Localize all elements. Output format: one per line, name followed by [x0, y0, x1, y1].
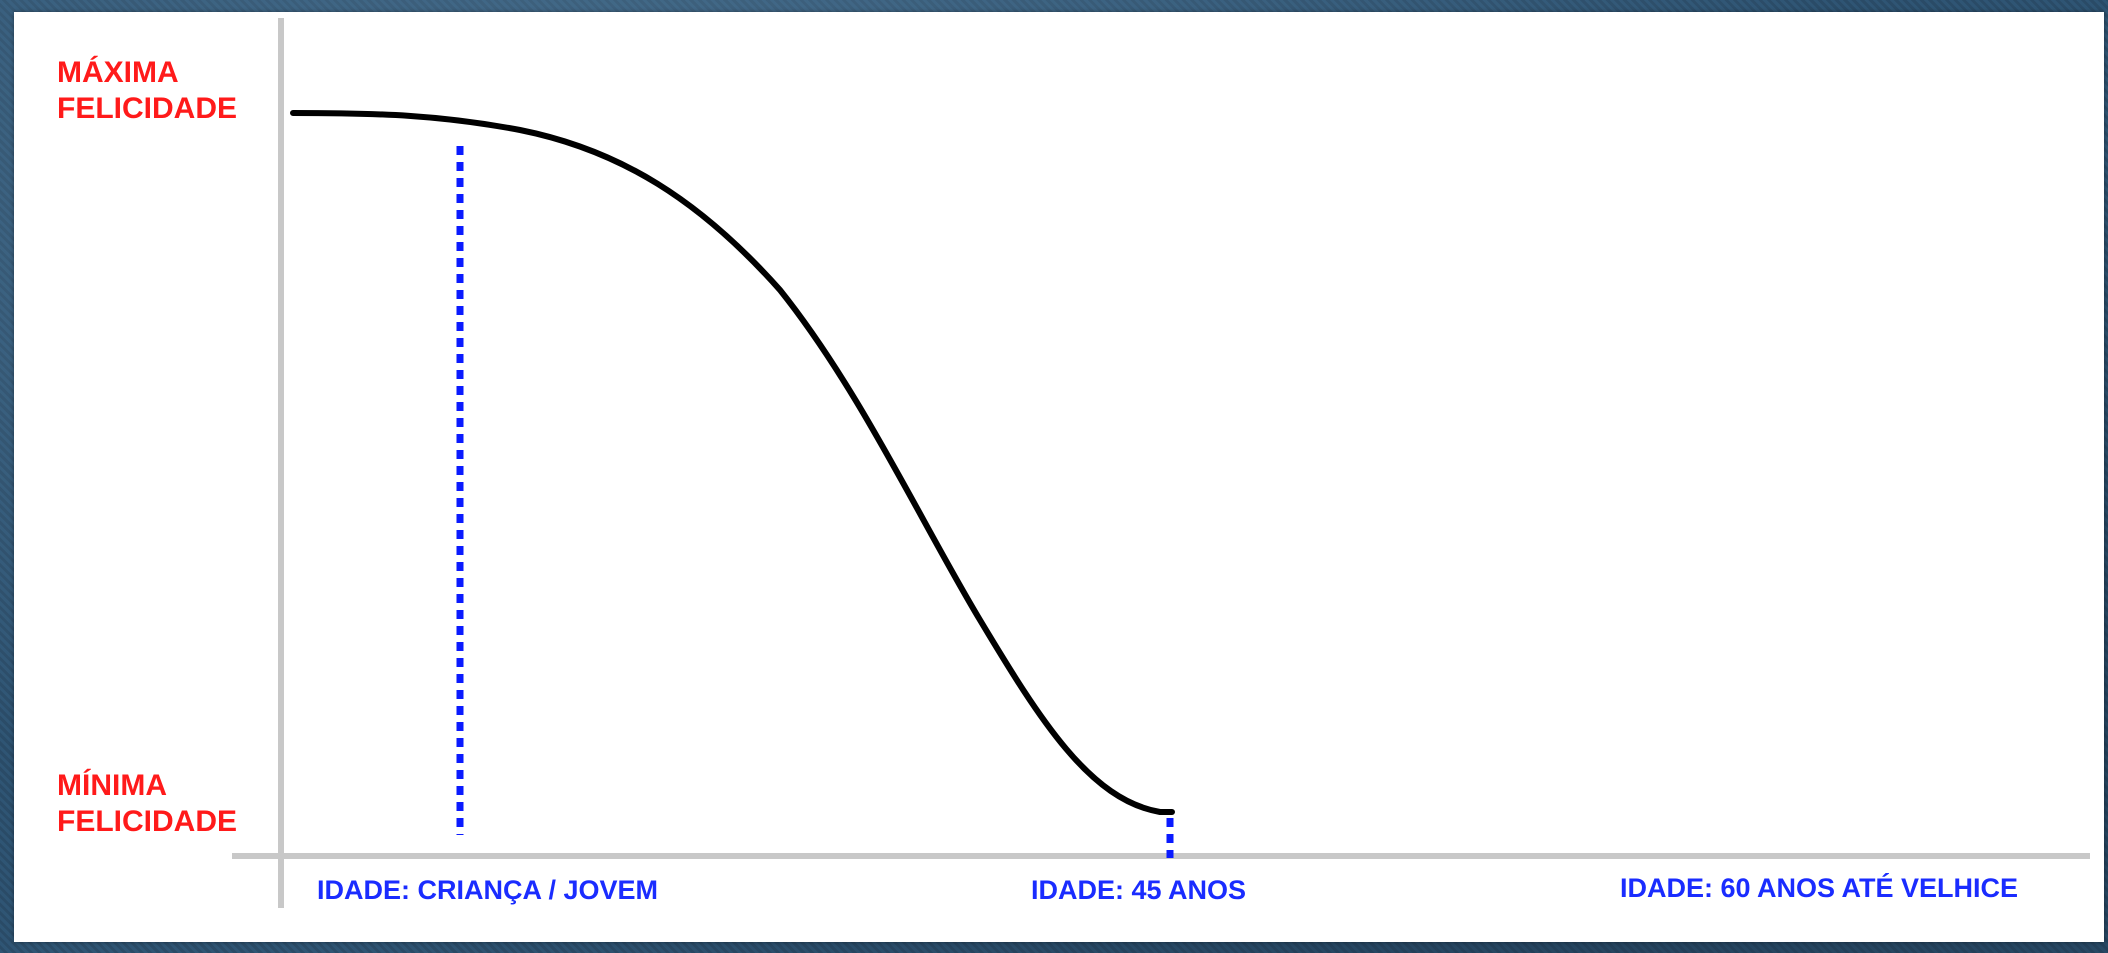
- max-happiness-line-2: FELICIDADE: [57, 92, 237, 125]
- min-happiness-line-1: MÍNIMA: [57, 768, 166, 802]
- min-happiness-label: MÍNIMA FELICIDADE: [57, 768, 237, 838]
- age-60-label: IDADE: 60 ANOS ATÉ VELHICE: [1620, 872, 2018, 903]
- childhood-age-label: IDADE: CRIANÇA / JOVEM: [317, 875, 658, 905]
- max-happiness-line-1: MÁXIMA: [57, 55, 178, 89]
- age-45-label: IDADE: 45 ANOS: [1031, 875, 1246, 905]
- max-happiness-label: MÁXIMA FELICIDADE: [57, 55, 237, 125]
- happiness-curve: [290, 110, 1175, 815]
- min-happiness-line-2: FELICIDADE: [57, 805, 237, 838]
- slide-canvas: [14, 12, 2104, 942]
